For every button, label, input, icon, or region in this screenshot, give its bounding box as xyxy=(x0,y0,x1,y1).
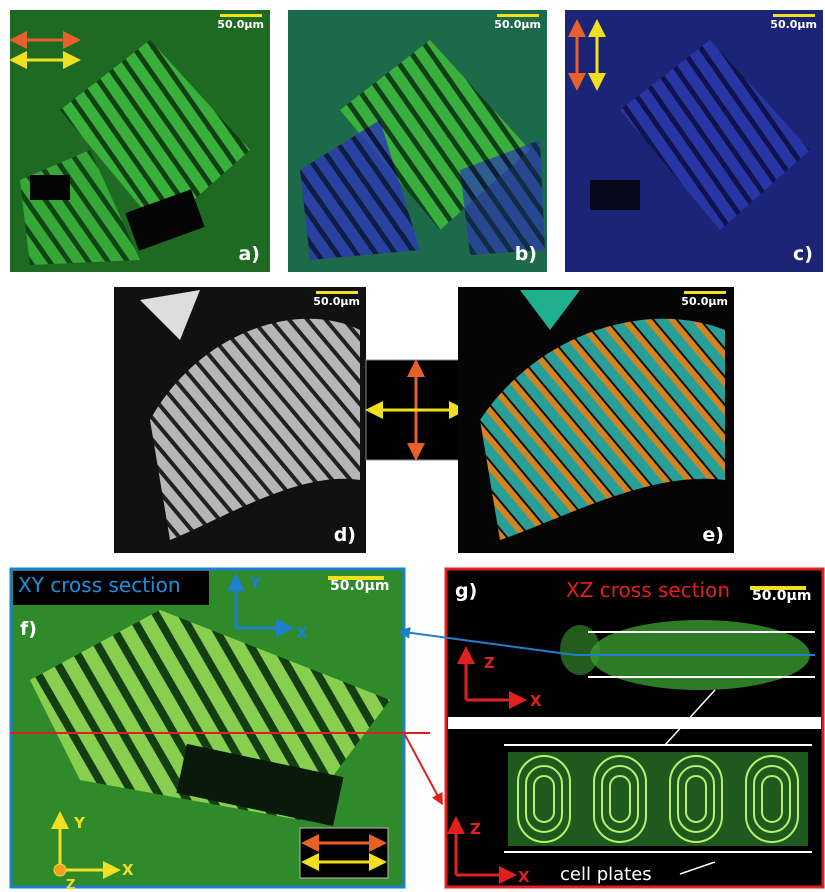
scale-bar-label: 50.0µm xyxy=(313,295,360,308)
axis-label: Z xyxy=(66,878,75,892)
axis-label: X xyxy=(296,624,308,642)
panel-title: XZ cross section xyxy=(566,578,730,602)
scale-bar xyxy=(328,576,384,580)
panel-e xyxy=(458,287,734,553)
axis-label: Y xyxy=(249,574,262,592)
panel-c xyxy=(565,10,823,272)
panel-label: d) xyxy=(334,524,356,546)
scale-bar xyxy=(750,586,806,590)
panel-b xyxy=(288,10,547,272)
body: 50.0µm a) 50.0µm b) 50.0µm c) 50.0µm d) 50.0µm e)… xyxy=(0,0,825,892)
scale-bar-label: 50.0µm xyxy=(330,578,389,594)
panel-g xyxy=(404,569,823,887)
panel-label: c) xyxy=(793,243,813,265)
figure: 50.0µm a) 50.0µm b) 50.0µm c) 50.0µm d) 50.0µm e)… xyxy=(0,0,825,892)
scale-bar xyxy=(773,14,815,17)
scale-bar xyxy=(497,14,539,17)
panel-label: g) xyxy=(455,580,477,602)
axis-label: X xyxy=(530,692,542,710)
scale-bar-label: 50.0µm xyxy=(217,18,264,31)
axis-label: Y xyxy=(73,814,86,832)
panel-a xyxy=(10,10,270,272)
scale-bar-label: 50.0µm xyxy=(770,18,817,31)
scale-bar-label: 50.0µm xyxy=(681,295,728,308)
panel-label: a) xyxy=(238,243,260,265)
panel-label: b) xyxy=(515,243,537,265)
scale-bar-label: 50.0µm xyxy=(494,18,541,31)
panel-title: XY cross section xyxy=(18,573,181,597)
panel-label: e) xyxy=(702,524,724,546)
polarizer-box xyxy=(366,360,466,460)
panel-d xyxy=(114,287,366,553)
annotation: cell plates xyxy=(560,864,652,885)
axis-label: X xyxy=(122,861,134,879)
scale-bar xyxy=(316,291,358,294)
page: Microscopy figure {"panels": [ {"label":… xyxy=(0,0,825,892)
scale-bar-label: 50.0µm xyxy=(752,588,811,604)
panel-label: f) xyxy=(20,618,37,640)
scale-bar xyxy=(684,291,726,294)
axis-label: X xyxy=(518,868,530,886)
axis-label: Z xyxy=(470,820,481,838)
scale-bar xyxy=(220,14,262,17)
axis-label: Z xyxy=(484,654,495,672)
panel-f xyxy=(10,569,430,887)
